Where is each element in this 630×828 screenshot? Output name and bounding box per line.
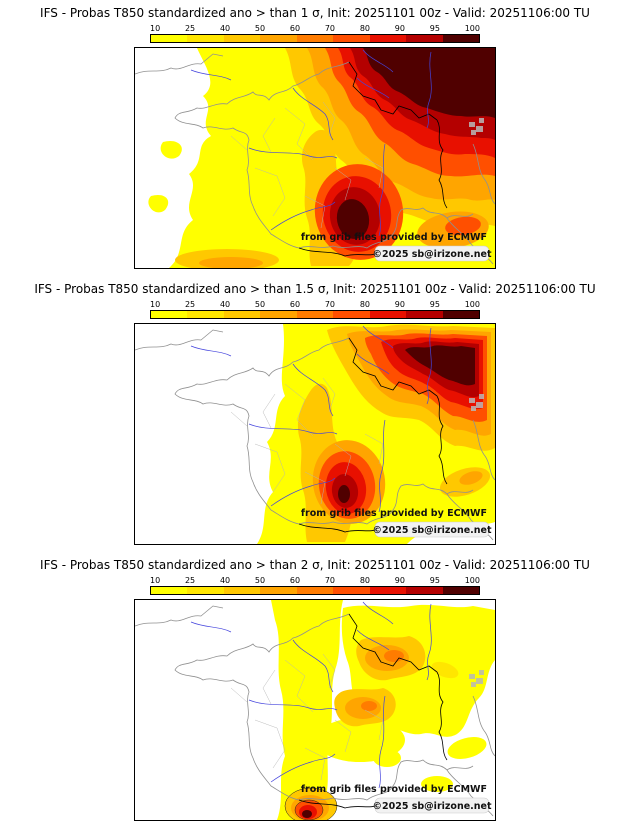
colorbar-tick: 95 — [429, 300, 440, 309]
map-frame: from grib files provided by ECMWF ©2025 … — [134, 599, 496, 821]
colorbar-tick: 90 — [394, 300, 405, 309]
colorbar-tick: 40 — [219, 300, 231, 309]
panel-sigma-1-5: IFS - Probas T850 standardized ano > tha… — [0, 276, 630, 552]
panel-title: IFS - Probas T850 standardized ano > tha… — [40, 6, 590, 20]
colorbar-tick: 90 — [394, 24, 405, 33]
map-sigma-1-5: from grib files provided by ECMWF ©2025 … — [135, 324, 495, 544]
copyright-badge — [374, 245, 490, 262]
colorbar-segment — [333, 311, 370, 318]
colorbar-segment — [296, 587, 334, 594]
colorbar-tick: 25 — [184, 576, 196, 585]
watermark: from grib files provided by ECMWF ©2025 … — [301, 508, 492, 538]
colorbar-segment — [296, 35, 334, 42]
colorbar-tick: 60 — [289, 300, 301, 309]
colorbar-segment — [369, 587, 407, 594]
colorbar-segment — [223, 35, 261, 42]
colorbar-tick: 10 — [150, 576, 161, 585]
colorbar-segment — [151, 311, 188, 318]
map-frame: from grib files provided by ECMWF ©2025 … — [134, 323, 496, 545]
colorbar-tick: 70 — [324, 300, 336, 309]
colorbar-segment — [369, 311, 407, 318]
probability-field — [271, 600, 495, 820]
colorbar-tick: 95 — [429, 576, 440, 585]
probability-field — [148, 48, 495, 268]
colorbar-ticks: 10 25 40 50 60 70 80 90 95 100 — [150, 300, 480, 310]
map-sigma-1: from grib files provided by ECMWF ©2025 … — [135, 48, 495, 268]
colorbar-tick: 25 — [184, 300, 196, 309]
map-sigma-2: from grib files provided by ECMWF ©2025 … — [135, 600, 495, 820]
colorbar-segment — [369, 35, 407, 42]
colorbar-tick: 80 — [359, 24, 370, 33]
colorbar-tick: 60 — [289, 576, 301, 585]
colorbar-segment — [406, 311, 443, 318]
copyright-badge — [374, 797, 490, 814]
colorbar-ticks: 10 25 40 50 60 70 80 90 95 100 — [150, 24, 480, 34]
colorbar-tick: 40 — [219, 576, 231, 585]
hotspot-south — [312, 440, 386, 524]
panel-title: IFS - Probas T850 standardized ano > tha… — [40, 558, 590, 572]
colorbar-tick: 60 — [289, 24, 301, 33]
watermark: from grib files provided by ECMWF ©2025 … — [301, 784, 492, 814]
colorbar-segment — [296, 311, 334, 318]
colorbar-tick: 10 — [150, 24, 161, 33]
colorbar-segment — [333, 35, 370, 42]
colorbar-segment — [223, 587, 261, 594]
colorbar-tick: 70 — [324, 576, 336, 585]
copyright-text: ©2025 sb@irizone.net — [372, 249, 491, 260]
map-frame: from grib files provided by ECMWF ©2025 … — [134, 47, 496, 269]
colorbar: 10 25 40 50 60 70 80 90 95 100 — [150, 576, 480, 595]
ecmwf-credit: from grib files provided by ECMWF — [301, 508, 487, 519]
colorbar-tick: 90 — [394, 576, 405, 585]
colorbar-segment — [223, 311, 261, 318]
colorbar-tick: 80 — [359, 576, 370, 585]
ecmwf-credit: from grib files provided by ECMWF — [301, 232, 487, 243]
colorbar-ticks: 10 25 40 50 60 70 80 90 95 100 — [150, 576, 480, 586]
colorbar-segment — [406, 35, 443, 42]
colorbar-segment — [442, 587, 479, 594]
watermark: from grib files provided by ECMWF ©2025 … — [301, 232, 492, 262]
colorbar-tick: 100 — [464, 24, 480, 33]
colorbar-tick: 10 — [150, 300, 161, 309]
colorbar-segment — [151, 587, 188, 594]
colorbar-tick: 50 — [254, 576, 266, 585]
colorbar-tick: 40 — [219, 24, 231, 33]
colorbar-segment — [187, 35, 224, 42]
colorbar-tick: 25 — [184, 24, 196, 33]
panel-title: IFS - Probas T850 standardized ano > tha… — [34, 282, 596, 296]
hotspot-south — [314, 164, 404, 260]
colorbar-tick: 50 — [254, 24, 266, 33]
colorbar-segment — [442, 35, 479, 42]
colorbar-tick: 70 — [324, 24, 336, 33]
colorbar-segment — [260, 35, 297, 42]
colorbar-tick: 100 — [464, 576, 480, 585]
colorbar-bar — [150, 34, 480, 43]
colorbar-tick: 100 — [464, 300, 480, 309]
colorbar-bar — [150, 310, 480, 319]
panel-sigma-2: IFS - Probas T850 standardized ano > tha… — [0, 552, 630, 828]
hotspot-south — [284, 787, 338, 820]
colorbar-segment — [442, 311, 479, 318]
copyright-text: ©2025 sb@irizone.net — [372, 801, 491, 812]
copyright-badge — [374, 521, 490, 538]
colorbar-tick: 80 — [359, 300, 370, 309]
colorbar-segment — [260, 587, 297, 594]
colorbar-segment — [406, 587, 443, 594]
copyright-text: ©2025 sb@irizone.net — [372, 525, 491, 536]
colorbar: 10 25 40 50 60 70 80 90 95 100 — [150, 300, 480, 319]
panel-sigma-1: IFS - Probas T850 standardized ano > tha… — [0, 0, 630, 276]
colorbar-tick: 95 — [429, 24, 440, 33]
colorbar-segment — [187, 311, 224, 318]
colorbar-segment — [333, 587, 370, 594]
ecmwf-credit: from grib files provided by ECMWF — [301, 784, 487, 795]
colorbar-tick: 50 — [254, 300, 266, 309]
colorbar-segment — [187, 587, 224, 594]
colorbar-segment — [151, 35, 188, 42]
colorbar: 10 25 40 50 60 70 80 90 95 100 — [150, 24, 480, 43]
colorbar-segment — [260, 311, 297, 318]
colorbar-bar — [150, 586, 480, 595]
